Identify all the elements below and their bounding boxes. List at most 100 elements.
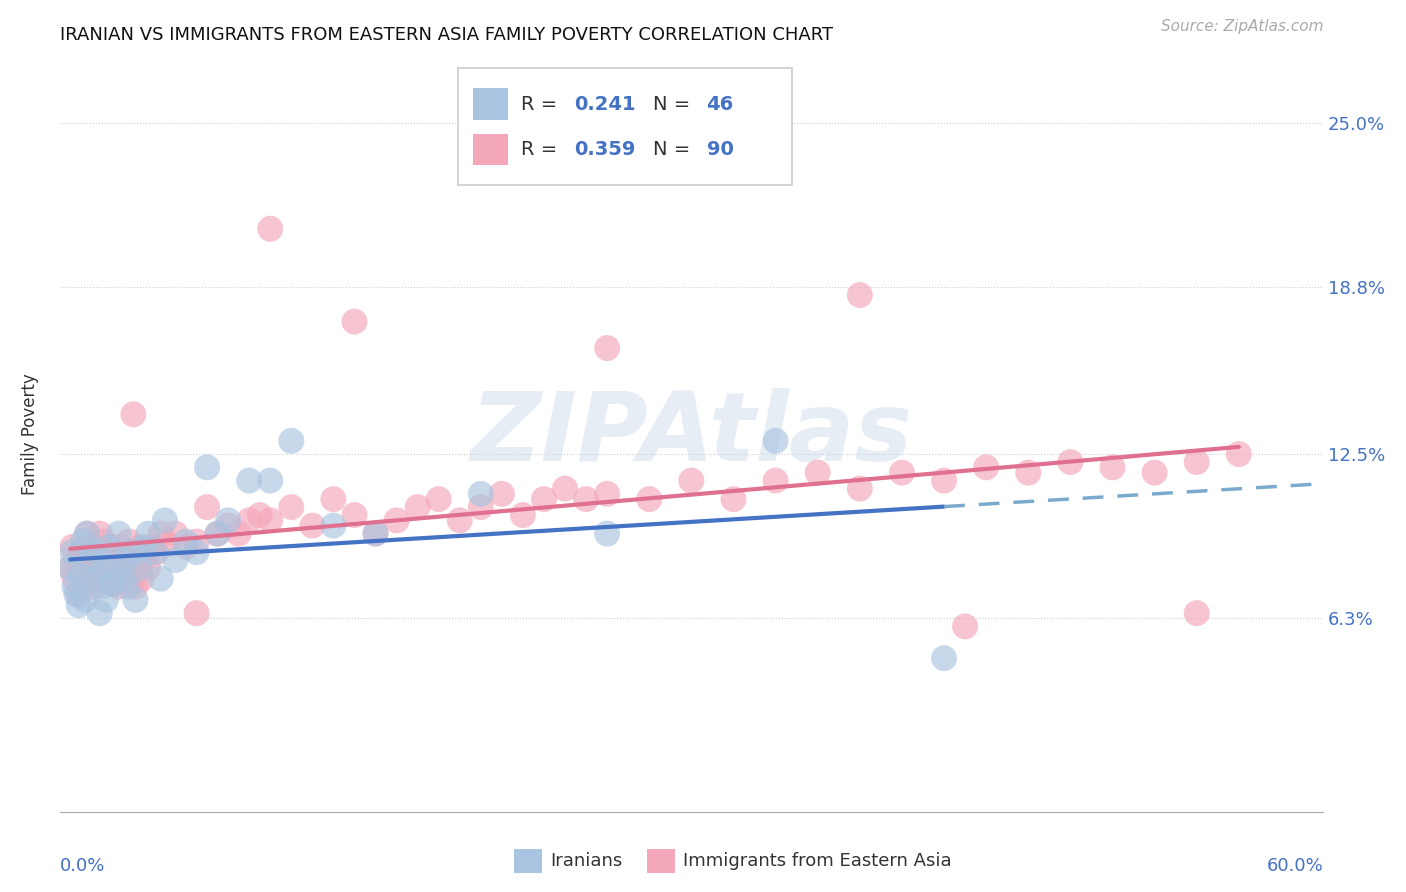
Text: R =: R = bbox=[520, 140, 564, 159]
Point bbox=[84, 561, 107, 575]
Point bbox=[63, 572, 86, 586]
Point bbox=[849, 288, 872, 302]
Point bbox=[69, 569, 91, 583]
Point bbox=[67, 588, 90, 602]
Point bbox=[149, 526, 172, 541]
Point bbox=[449, 513, 471, 527]
Point bbox=[72, 534, 94, 549]
Point bbox=[111, 572, 134, 586]
Point bbox=[596, 341, 619, 355]
Point bbox=[364, 526, 387, 541]
Point bbox=[110, 540, 132, 554]
Point bbox=[103, 561, 125, 575]
Point bbox=[259, 474, 281, 488]
Point bbox=[681, 474, 703, 488]
Point bbox=[280, 500, 302, 514]
Point bbox=[149, 572, 172, 586]
Point bbox=[101, 577, 124, 591]
Point bbox=[115, 580, 138, 594]
Point bbox=[86, 569, 108, 583]
Point bbox=[1185, 606, 1208, 620]
Point bbox=[1059, 455, 1081, 469]
Point bbox=[124, 580, 146, 594]
Point bbox=[98, 540, 121, 554]
Point bbox=[280, 434, 302, 448]
Point bbox=[132, 553, 155, 567]
Point bbox=[186, 606, 208, 620]
Point bbox=[491, 487, 513, 501]
Text: 90: 90 bbox=[707, 140, 734, 159]
Point bbox=[114, 553, 136, 567]
Text: N =: N = bbox=[654, 140, 697, 159]
Point bbox=[638, 492, 661, 507]
Point bbox=[953, 619, 976, 633]
Point bbox=[136, 526, 159, 541]
Point bbox=[89, 526, 111, 541]
Point bbox=[259, 221, 281, 235]
Point bbox=[512, 508, 534, 522]
Text: ZIPAtlas: ZIPAtlas bbox=[470, 388, 912, 481]
Point bbox=[94, 593, 117, 607]
Point bbox=[596, 526, 619, 541]
Point bbox=[554, 482, 576, 496]
Point bbox=[165, 526, 187, 541]
Text: 0.359: 0.359 bbox=[574, 140, 636, 159]
Point bbox=[80, 545, 103, 559]
Text: 0.0%: 0.0% bbox=[59, 857, 105, 875]
Point bbox=[207, 526, 229, 541]
Point bbox=[143, 545, 166, 559]
Point bbox=[63, 580, 86, 594]
Point bbox=[69, 545, 91, 559]
Point bbox=[1101, 460, 1123, 475]
Point bbox=[93, 561, 115, 575]
Point bbox=[932, 651, 955, 665]
Point bbox=[59, 561, 82, 575]
Point bbox=[1185, 455, 1208, 469]
Point bbox=[174, 534, 197, 549]
Point bbox=[60, 540, 83, 554]
Point bbox=[470, 487, 492, 501]
Point bbox=[238, 513, 260, 527]
Point bbox=[115, 566, 138, 581]
Point bbox=[59, 561, 82, 575]
Point bbox=[73, 561, 96, 575]
FancyBboxPatch shape bbox=[457, 68, 793, 185]
Point bbox=[128, 561, 150, 575]
Text: IRANIAN VS IMMIGRANTS FROM EASTERN ASIA FAMILY POVERTY CORRELATION CHART: IRANIAN VS IMMIGRANTS FROM EASTERN ASIA … bbox=[59, 26, 832, 44]
Point bbox=[217, 518, 239, 533]
Point bbox=[174, 540, 197, 554]
Point bbox=[97, 540, 120, 554]
FancyBboxPatch shape bbox=[647, 849, 675, 873]
Point bbox=[1143, 466, 1166, 480]
Point bbox=[765, 474, 787, 488]
Point bbox=[122, 545, 145, 559]
Point bbox=[80, 553, 103, 567]
Point bbox=[470, 500, 492, 514]
Point bbox=[186, 545, 208, 559]
Point bbox=[86, 545, 108, 559]
Point bbox=[207, 526, 229, 541]
Point bbox=[65, 553, 87, 567]
Point bbox=[127, 561, 149, 575]
Point bbox=[118, 534, 141, 549]
Point bbox=[849, 482, 872, 496]
Point bbox=[67, 598, 90, 612]
Point bbox=[1227, 447, 1250, 461]
Point bbox=[385, 513, 408, 527]
FancyBboxPatch shape bbox=[472, 134, 508, 165]
Text: Iranians: Iranians bbox=[550, 852, 621, 870]
Point bbox=[107, 526, 129, 541]
FancyBboxPatch shape bbox=[515, 849, 543, 873]
Point bbox=[238, 474, 260, 488]
Point bbox=[136, 561, 159, 575]
Point bbox=[132, 540, 155, 554]
Point bbox=[105, 545, 128, 559]
Text: Immigrants from Eastern Asia: Immigrants from Eastern Asia bbox=[682, 852, 950, 870]
Point bbox=[124, 593, 146, 607]
Point bbox=[82, 572, 104, 586]
Point bbox=[259, 513, 281, 527]
Text: R =: R = bbox=[520, 95, 564, 113]
Point bbox=[77, 566, 100, 581]
Point bbox=[89, 606, 111, 620]
Text: 0.241: 0.241 bbox=[574, 95, 636, 113]
